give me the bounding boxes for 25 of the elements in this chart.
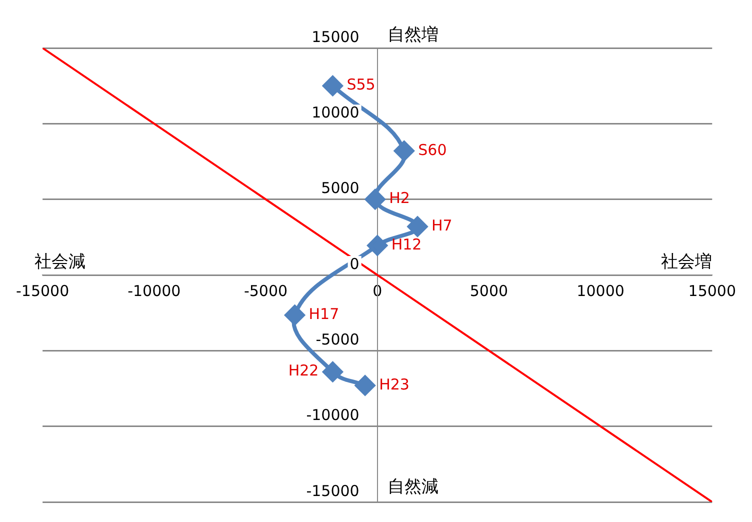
annotation: S60 <box>418 140 447 159</box>
y-tick-label: -5000 <box>316 330 360 349</box>
annotation: H2 <box>389 189 410 208</box>
y-tick-label: 0 <box>350 254 360 273</box>
y-tick-label: 5000 <box>321 179 360 198</box>
y-axis-title: 自然増 <box>387 24 438 45</box>
annotation: 社会減 <box>34 252 86 272</box>
x-tick-label: 15000 <box>688 282 736 300</box>
x-tick-label: -5000 <box>244 282 288 300</box>
annotation: S55 <box>346 76 376 94</box>
annotation: H7 <box>432 216 452 234</box>
annotation: H12 <box>391 235 422 254</box>
x-tick-label: -15000 <box>16 282 70 300</box>
y-tick-label: -10000 <box>306 406 360 424</box>
annotation: H22 <box>288 362 319 380</box>
y-tick-label: 15000 <box>312 28 360 46</box>
annotation: H23 <box>379 375 410 394</box>
x-tick-label: 10000 <box>576 282 624 300</box>
y-tick-label: -15000 <box>306 482 360 500</box>
y-tick-label: 10000 <box>312 104 360 122</box>
annotation: H17 <box>308 304 340 323</box>
annotation: 自然減 <box>387 476 438 497</box>
x-tick-label: -10000 <box>128 282 181 300</box>
x-axis-title: 社会増 <box>661 252 712 272</box>
x-tick-label: 5000 <box>470 282 508 300</box>
